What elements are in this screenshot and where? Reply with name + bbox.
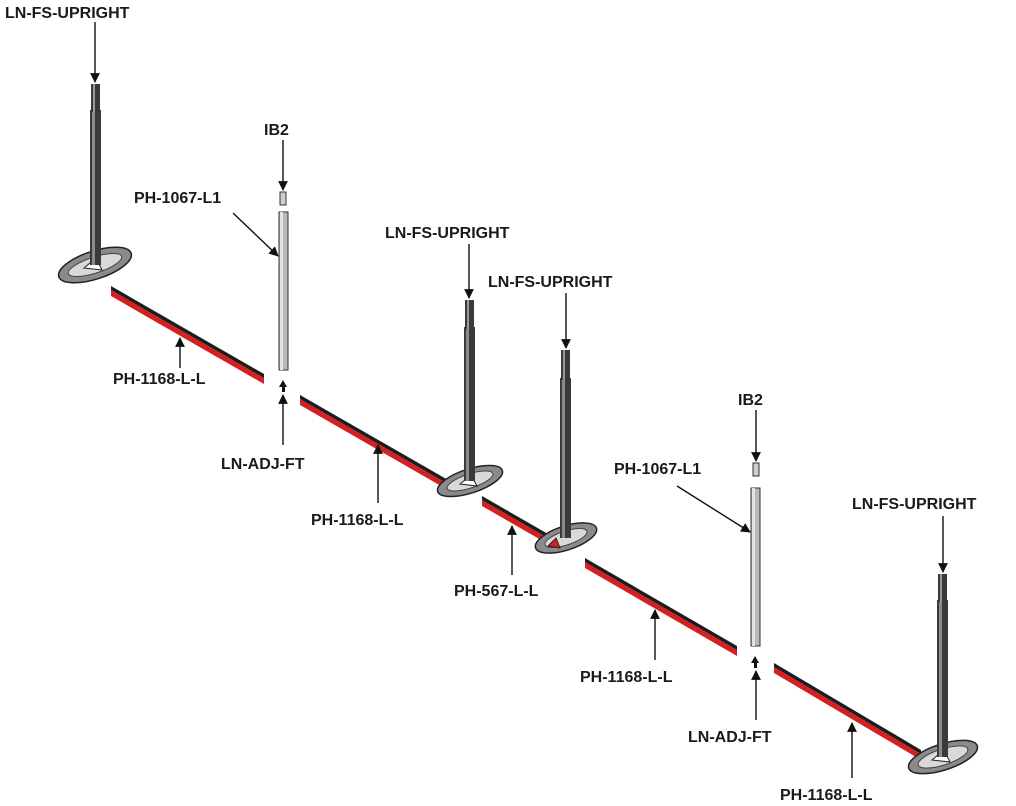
label-pole-2: PH-1067-L1 [614, 461, 701, 478]
upright-3 [534, 350, 598, 554]
ib2-part-2 [752, 462, 760, 477]
label-rail-2: PH-1168-L-L [311, 512, 404, 529]
upright-4 [907, 574, 979, 775]
label-rail-1: PH-1168-L-L [113, 371, 206, 388]
label-ib2-1: IB2 [264, 122, 289, 139]
rail-4 [774, 663, 921, 760]
pole-1 [278, 211, 289, 371]
label-rail-4: PH-1168-L-L [780, 787, 873, 804]
leader-lines [90, 22, 948, 778]
upright-1 [57, 84, 133, 284]
rail-short [482, 496, 548, 544]
rail-3 [585, 558, 737, 656]
leader-pole-2 [676, 485, 751, 533]
label-upright-4: LN-FS-UPRIGHT [852, 496, 977, 513]
adjustable-foot-2 [751, 656, 759, 668]
label-upright-1: LN-FS-UPRIGHT [5, 5, 130, 22]
label-foot-1: LN-ADJ-FT [221, 456, 305, 473]
adjustable-foot-1 [279, 380, 287, 392]
label-rail-short: PH-567-L-L [454, 583, 539, 600]
label-rail-3: PH-1168-L-L [580, 669, 673, 686]
label-upright-2: LN-FS-UPRIGHT [385, 225, 510, 242]
rail-1 [111, 286, 264, 384]
label-pole-1: PH-1067-L1 [134, 190, 221, 207]
pole-2 [750, 487, 761, 647]
leader-pole-1 [232, 212, 279, 257]
upright-2 [436, 300, 504, 498]
label-ib2-2: IB2 [738, 392, 763, 409]
label-foot-2: LN-ADJ-FT [688, 729, 772, 746]
ib2-part-1 [279, 191, 287, 206]
label-upright-3: LN-FS-UPRIGHT [488, 274, 613, 291]
